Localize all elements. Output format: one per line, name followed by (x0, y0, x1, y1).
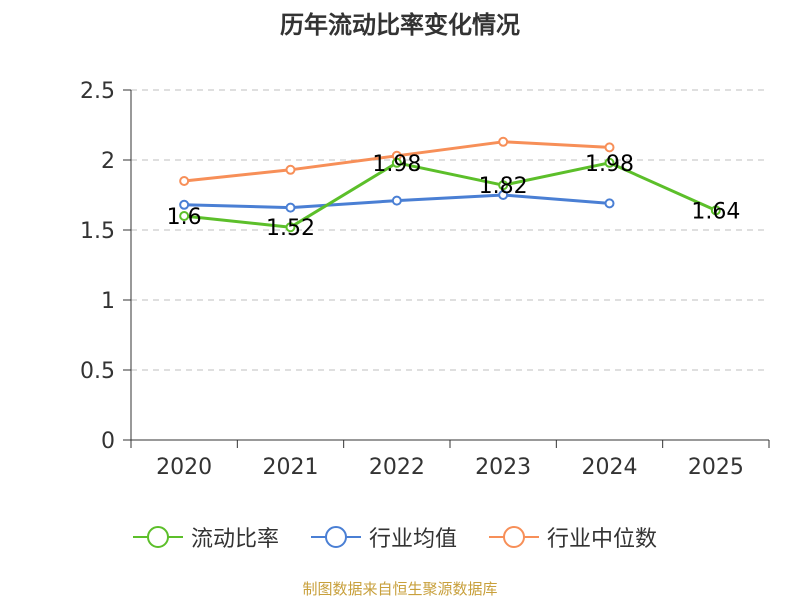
y-tick-label-3: 1.5 (80, 219, 115, 244)
point-series0-2024 (604, 157, 615, 168)
x-tick-label-2024: 2024 (582, 455, 638, 480)
legend-item-industry-median[interactable]: 行业中位数 (489, 520, 657, 554)
point-series0-2021 (285, 222, 296, 233)
point-series0-2020 (179, 211, 190, 221)
y-tick-label-5: 2.5 (80, 79, 115, 104)
legend-label-current-ratio: 流动比率 (191, 527, 280, 552)
point-series0-2023 (498, 180, 509, 191)
source-note: 制图数据来自恒生聚源数据库 (302, 580, 498, 598)
x-tick-label-2022: 2022 (369, 455, 425, 480)
data-label-2023: 1.82 (479, 174, 528, 199)
series-line-0 (184, 161, 717, 229)
y-tick-label-4: 2 (101, 149, 115, 174)
point-series2-2020 (179, 176, 190, 186)
x-tick-label-2020: 2020 (156, 455, 212, 480)
y-tick-label-0: 0 (101, 429, 115, 454)
point-series1-2021 (285, 202, 296, 213)
point-series0-2025 (710, 205, 721, 216)
point-series1-2024 (604, 198, 615, 209)
x-tick-label-2021: 2021 (263, 455, 319, 480)
x-tick-label-2023: 2023 (475, 455, 531, 480)
y-tick-label-2: 1 (101, 289, 115, 314)
point-series2-2023 (498, 136, 509, 147)
legend-label-industry-mean: 行业均值 (369, 527, 458, 552)
point-series1-2022 (391, 195, 402, 206)
point-series1-2020 (179, 199, 190, 210)
y-tick-label-1: 0.5 (80, 359, 115, 384)
chart-title: 历年流动比率变化情况 (280, 11, 520, 39)
point-series2-2024 (604, 142, 615, 153)
data-label-2024: 1.98 (585, 152, 634, 177)
legend-label-industry-median: 行业中位数 (547, 527, 658, 552)
data-label-2022: 1.98 (372, 152, 421, 177)
legend-marker-industry-mean (311, 526, 361, 548)
legend-item-current-ratio[interactable]: 流动比率 (133, 520, 279, 554)
x-tick-label-2025: 2025 (688, 455, 744, 480)
point-series0-2022 (391, 157, 402, 168)
legend-marker-industry-median (489, 526, 539, 548)
legend-marker-current-ratio (133, 526, 183, 548)
data-label-2025: 1.64 (691, 199, 740, 224)
legend-item-industry-mean[interactable]: 行业均值 (311, 520, 457, 554)
data-label-2020: 1.6 (167, 205, 202, 230)
data-label-2021: 1.52 (266, 216, 315, 241)
point-series2-2021 (285, 164, 296, 175)
legend: 流动比率 行业均值 行业中位数 (0, 520, 800, 554)
point-series1-2023 (498, 190, 509, 200)
